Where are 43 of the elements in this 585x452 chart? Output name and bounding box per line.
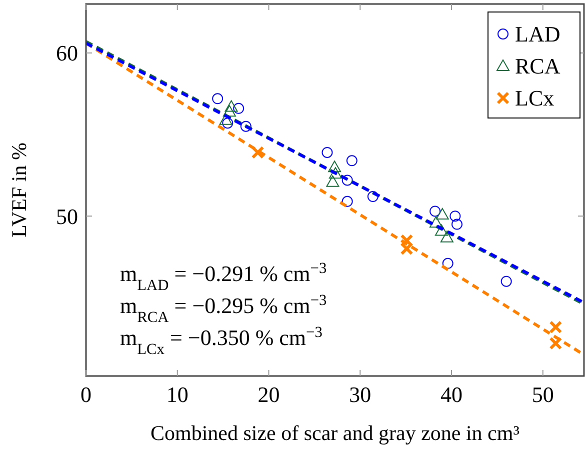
y-axis-title: LVEF in % [7, 142, 31, 238]
point [400, 242, 414, 256]
point [549, 320, 562, 334]
point [500, 276, 512, 287]
point [326, 175, 340, 187]
annotation: m$_{LCx}$ = −0.350 % cm$^{−3}$ [120, 324, 323, 358]
point [212, 93, 224, 104]
point [549, 336, 562, 350]
point [328, 160, 342, 172]
point [367, 191, 378, 202]
point [322, 146, 333, 158]
point [400, 234, 414, 248]
point [451, 218, 462, 230]
point [328, 167, 342, 179]
point [450, 210, 461, 222]
point [342, 196, 353, 207]
legend-label: LCx [515, 86, 554, 111]
point [222, 105, 236, 117]
x-tick-label: 20 [258, 382, 280, 407]
x-axis-title: Combined size of scar and gray zone in cm³ [150, 421, 520, 445]
point [219, 113, 232, 125]
annotation: m$_{RCA}$ = −0.295 % cm$^{−3}$ [120, 292, 327, 326]
x-tick-label: 40 [440, 382, 463, 407]
point [436, 208, 449, 220]
point [430, 206, 441, 217]
point [251, 146, 264, 159]
annotation: m$_{LAD}$ = −0.291 % cm$^{−3}$ [120, 260, 327, 294]
x-tick-label: 0 [80, 382, 92, 407]
point [233, 102, 244, 114]
x-tick-label: 30 [349, 382, 372, 407]
point [434, 224, 448, 236]
x-tick-label: 10 [166, 382, 188, 407]
point [222, 118, 234, 129]
legend-label: LAD [515, 22, 560, 47]
point [440, 230, 454, 242]
point [346, 155, 358, 166]
y-tick-label: 60 [56, 40, 78, 66]
point [224, 100, 238, 112]
point [342, 174, 353, 186]
point [429, 216, 442, 228]
legend-label: RCA [515, 54, 560, 79]
x-tick-label: 50 [532, 382, 554, 407]
point [240, 120, 252, 132]
